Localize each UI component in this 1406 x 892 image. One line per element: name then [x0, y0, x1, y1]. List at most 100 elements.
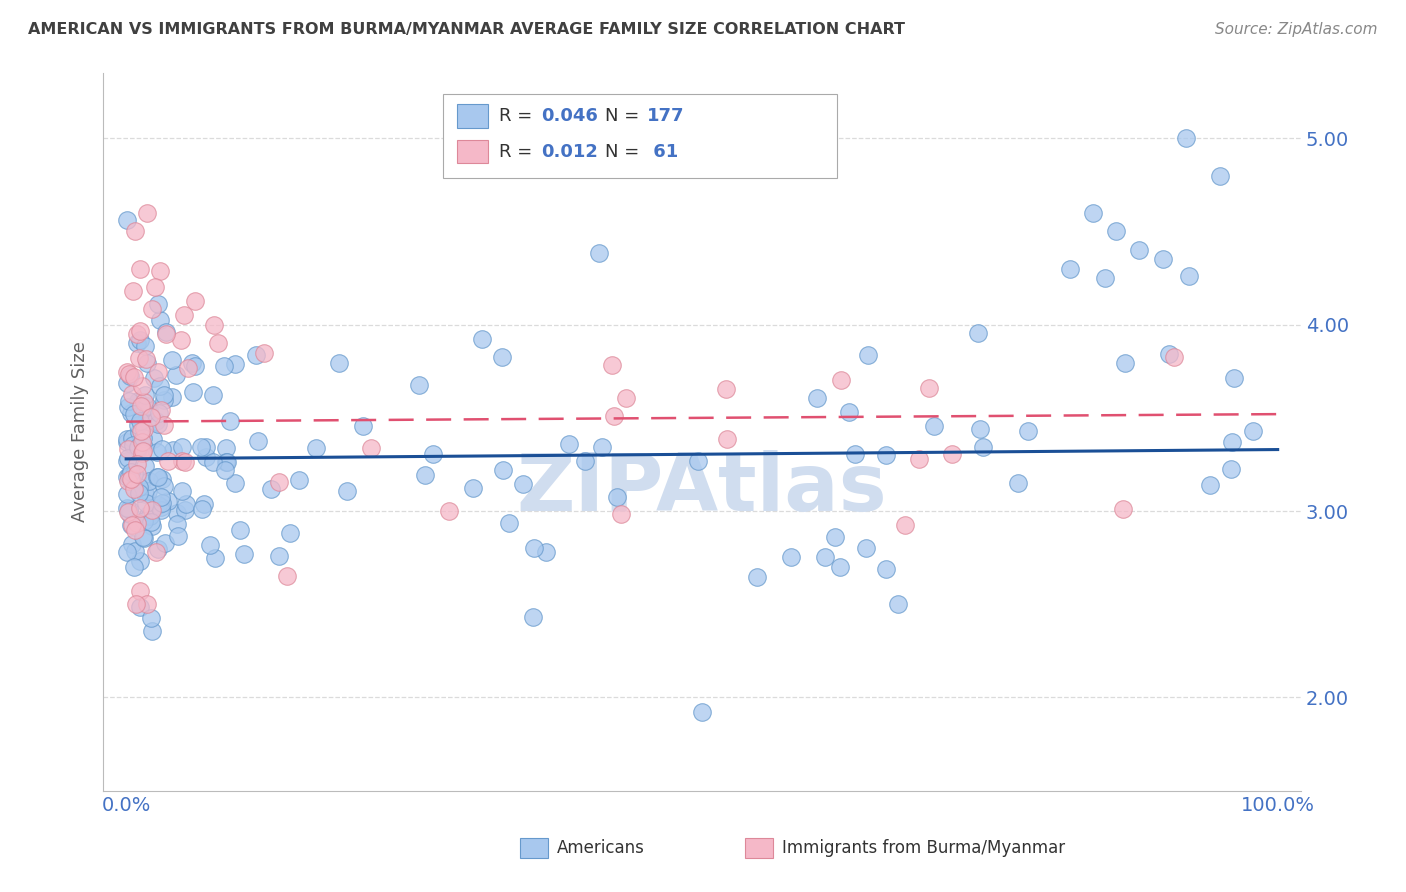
Point: [117, 213, 139, 227]
Point: [146, 365, 169, 379]
Point: [117, 500, 139, 515]
Point: [135, 206, 157, 220]
Point: [122, 284, 145, 298]
Point: [143, 280, 166, 294]
Point: [204, 551, 226, 566]
Point: [908, 452, 931, 467]
Point: [120, 406, 142, 420]
Point: [136, 508, 159, 522]
Point: [125, 467, 148, 481]
Y-axis label: Average Family Size: Average Family Size: [72, 342, 89, 523]
Point: [1177, 268, 1199, 283]
Point: [120, 369, 142, 384]
Point: [136, 414, 159, 428]
Point: [202, 318, 225, 333]
Point: [574, 454, 596, 468]
Point: [131, 434, 153, 449]
Point: [124, 224, 146, 238]
Point: [167, 529, 190, 543]
Point: [124, 560, 146, 574]
Point: [122, 407, 145, 421]
Point: [134, 339, 156, 353]
Point: [127, 417, 149, 432]
Point: [305, 441, 328, 455]
Point: [129, 399, 152, 413]
Point: [1083, 206, 1105, 220]
Point: [217, 455, 239, 469]
Point: [134, 531, 156, 545]
Point: [134, 394, 156, 409]
Text: 177: 177: [647, 107, 685, 125]
Point: [588, 245, 610, 260]
Point: [1243, 424, 1265, 438]
Point: [172, 483, 194, 498]
Text: Source: ZipAtlas.com: Source: ZipAtlas.com: [1215, 22, 1378, 37]
Point: [328, 356, 350, 370]
Text: ZIPAtlas: ZIPAtlas: [516, 450, 887, 528]
Point: [125, 327, 148, 342]
Point: [413, 467, 436, 482]
Point: [1094, 271, 1116, 285]
Text: 61: 61: [647, 143, 678, 161]
Point: [146, 297, 169, 311]
Point: [941, 447, 963, 461]
Point: [117, 545, 139, 559]
Point: [121, 431, 143, 445]
Point: [128, 351, 150, 366]
Point: [129, 324, 152, 338]
Point: [1174, 131, 1197, 145]
Point: [153, 536, 176, 550]
Point: [918, 381, 941, 395]
Point: [967, 326, 990, 340]
Point: [806, 391, 828, 405]
Point: [128, 486, 150, 500]
Point: [522, 610, 544, 624]
Point: [146, 417, 169, 431]
Point: [117, 442, 139, 456]
Point: [122, 479, 145, 493]
Point: [117, 366, 139, 380]
Point: [129, 261, 152, 276]
Point: [173, 503, 195, 517]
Point: [1220, 434, 1243, 449]
Point: [117, 475, 139, 489]
Point: [139, 409, 162, 424]
Point: [491, 350, 513, 364]
Point: [181, 356, 204, 370]
Point: [215, 442, 238, 456]
Point: [858, 348, 880, 362]
Point: [134, 486, 156, 500]
Point: [150, 496, 173, 510]
Point: [1017, 425, 1039, 439]
Point: [408, 377, 430, 392]
Point: [534, 545, 557, 559]
Point: [139, 611, 162, 625]
Point: [142, 371, 165, 385]
Point: [117, 451, 139, 466]
Point: [134, 401, 156, 416]
Point: [117, 432, 139, 446]
Point: [129, 584, 152, 599]
Text: 0.012: 0.012: [541, 143, 598, 161]
Point: [160, 352, 183, 367]
Point: [173, 309, 195, 323]
Point: [122, 482, 145, 496]
Point: [170, 333, 193, 347]
Point: [125, 597, 148, 611]
Point: [131, 475, 153, 489]
Point: [166, 506, 188, 520]
Point: [150, 403, 173, 417]
Point: [228, 523, 250, 537]
Point: [183, 359, 205, 373]
Point: [120, 507, 142, 521]
Point: [190, 440, 212, 454]
Point: [1059, 261, 1081, 276]
Text: R =: R =: [499, 143, 538, 161]
Point: [969, 422, 991, 436]
Point: [437, 504, 460, 518]
Point: [132, 440, 155, 454]
Point: [165, 368, 187, 382]
Point: [117, 505, 139, 519]
Point: [686, 454, 709, 468]
Point: [135, 496, 157, 510]
